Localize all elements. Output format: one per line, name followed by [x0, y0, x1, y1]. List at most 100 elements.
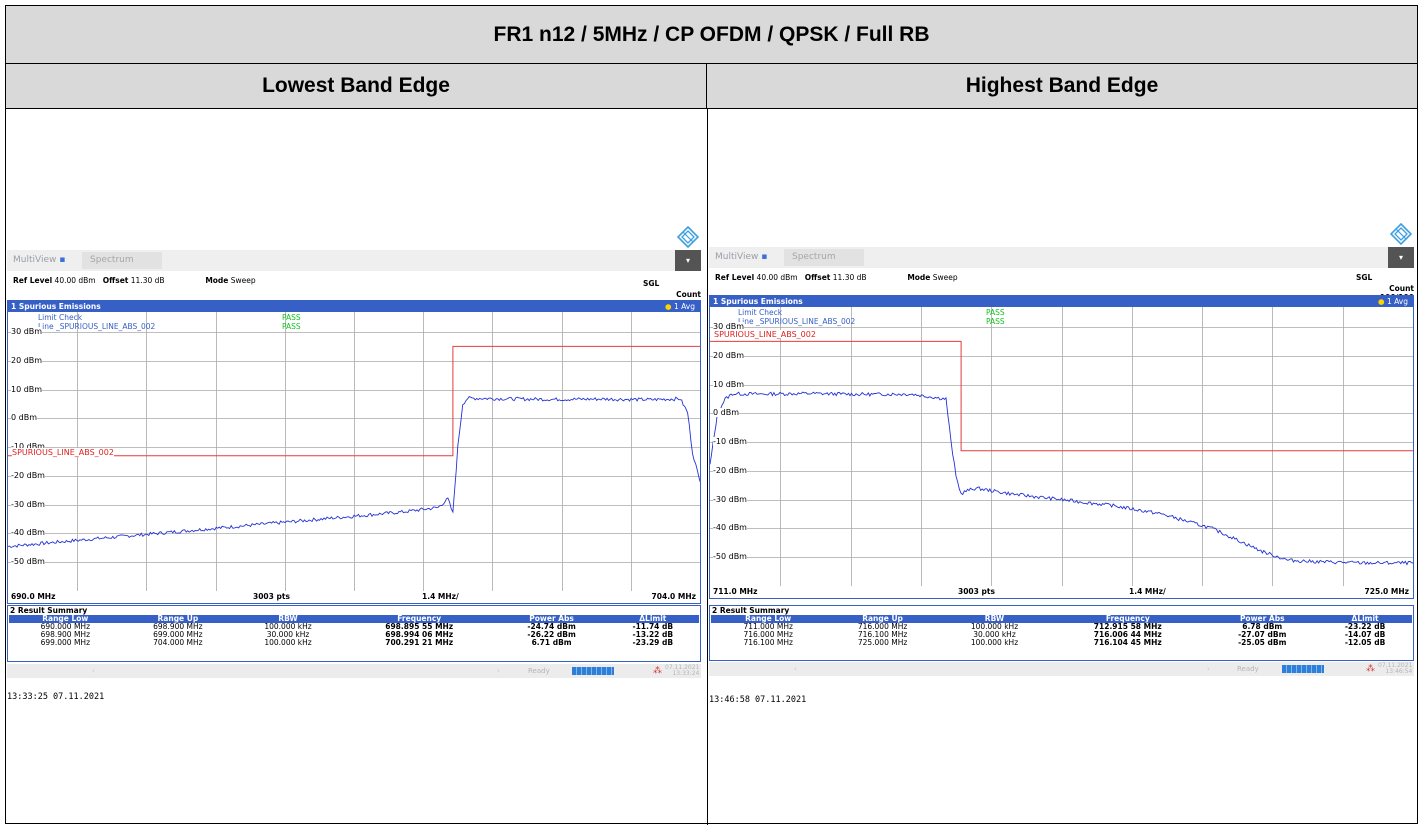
trace-indicator-icon: ●: [1378, 297, 1385, 306]
points-count: 3003 pts: [253, 592, 290, 601]
result-summary-title: 2 Result Summary: [8, 606, 700, 615]
spectrum-tab[interactable]: Spectrum: [82, 252, 162, 269]
table-cell: 716.100 MHz: [857, 630, 908, 639]
trace-indicator-icon: ●: [665, 302, 672, 311]
result-summary-table: Range Low Range Up RBW Frequency Power Abs ΔL…: [711, 615, 1412, 647]
dropdown-button[interactable]: ▾: [1388, 247, 1414, 268]
x-start: 711.0 MHz: [713, 587, 758, 596]
table-cell: -23.29 dB: [632, 638, 674, 647]
table-row: 698.900 MHz 699.000 MHz 30.000 kHz 698.994 …: [9, 631, 699, 639]
span-per-div: 1.4 MHz/: [1129, 587, 1166, 596]
y-tick-label: -20 dBm: [11, 470, 45, 480]
table-cell: -24.74 dBm: [527, 622, 576, 631]
window-title: 1 Spurious Emissions: [713, 297, 803, 306]
table-row: 711.000 MHz 716.000 MHz 100.000 kHz 712.915…: [711, 623, 1412, 631]
table-cell: 716.104 45 MHz: [1093, 638, 1162, 647]
table-cell: 698.994 06 MHz: [385, 630, 454, 639]
spectrum-trace: [710, 391, 1413, 566]
column-header: RBW: [234, 615, 342, 623]
y-tick-label: 30 dBm: [11, 327, 43, 336]
table-cell: 690.000 MHz: [40, 622, 91, 631]
spectrum-tab[interactable]: Spectrum: [784, 249, 864, 266]
y-tick-label: -30 dBm: [713, 494, 747, 504]
limit-line-name: SPURIOUS_LINE_ABS_002: [714, 330, 816, 339]
y-tick-label: -30 dBm: [11, 499, 45, 509]
multiview-bar: MultiView ▪ Spectrum ▾: [709, 247, 1414, 268]
limit-check-status: PASS: [986, 308, 1005, 317]
y-tick-label: -40 dBm: [713, 523, 747, 533]
multiview-indicator-icon: ▪: [59, 255, 66, 265]
y-tick-label: -40 dBm: [11, 528, 45, 538]
x-stop: 704.0 MHz: [651, 592, 696, 601]
sgl-label: SGL: [643, 279, 660, 288]
table-cell: 711.000 MHz: [743, 622, 793, 631]
table-cell: 100.000 kHz: [264, 622, 312, 631]
column-divider: [707, 109, 708, 825]
status-ready: Ready: [528, 667, 550, 675]
table-cell: -25.05 dBm: [1238, 638, 1287, 647]
mode-label: Mode: [907, 273, 931, 282]
y-tick-label: -50 dBm: [11, 557, 45, 567]
spectrum-trace: [8, 396, 700, 549]
table-cell: 698.900 MHz: [40, 630, 91, 639]
multiview-label[interactable]: MultiView: [13, 255, 57, 265]
scroll-mark-icon: ‹: [794, 665, 797, 673]
window-title: 1 Spurious Emissions: [11, 302, 101, 311]
table-cell: 716.000 MHz: [743, 630, 793, 639]
table-cell: 725.000 MHz: [857, 638, 908, 647]
limit-line-label: Line _SPURIOUS_LINE_ABS_002: [738, 317, 856, 326]
avg-label: 1 Avg: [673, 302, 695, 311]
mode-value: Sweep: [230, 276, 256, 285]
table-cell: 716.000 MHz: [857, 622, 908, 631]
status-ready: Ready: [1237, 665, 1259, 673]
mode-label: Mode: [205, 276, 229, 285]
spectrum-plot-window[interactable]: 1 Spurious Emissions ● 1 Avg Limit Check…: [709, 295, 1414, 599]
column-header: Range Up: [121, 615, 235, 623]
scroll-mark-icon: ‹: [92, 667, 95, 675]
table-cell: -14.07 dB: [1344, 630, 1386, 639]
sweep-progress-bar: [572, 667, 614, 675]
mode-value: Sweep: [932, 273, 958, 282]
ref-level-info: Ref Level 40.00 dBm Offset 11.30 dB Mode…: [13, 276, 256, 285]
table-row: 716.000 MHz 716.100 MHz 30.000 kHz 716.006 …: [711, 631, 1412, 639]
table-cell: 716.100 MHz: [743, 638, 793, 647]
column-header: Range Up: [825, 615, 940, 623]
sweep-progress-bar: [1282, 665, 1324, 673]
table-cell: 712.915 58 MHz: [1093, 622, 1162, 631]
left-analyzer-screenshot: MultiView ▪ Spectrum ▾ Ref Level 40.00 d…: [7, 226, 701, 726]
limit-check-label: Limit Check: [38, 313, 83, 322]
multiview-label[interactable]: MultiView: [715, 252, 759, 262]
offset-value: 11.30 dB: [832, 273, 867, 282]
dropdown-button[interactable]: ▾: [675, 250, 701, 271]
result-summary-title: 2 Result Summary: [710, 606, 1413, 615]
table-cell: 100.000 kHz: [264, 638, 312, 647]
ref-level-label: Ref Level: [13, 276, 53, 285]
status-bar: ‹ › Ready ⁂ 07.11.2021 13:46:54: [709, 662, 1414, 676]
status-datetime: 07.11.2021 13:33:24: [665, 664, 700, 677]
table-title: FR1 n12 / 5MHz / CP OFDM / QPSK / Full R…: [6, 6, 1417, 64]
multiview-indicator-icon: ▪: [761, 252, 768, 262]
table-row: 690.000 MHz 698.900 MHz 100.000 kHz 698.895…: [9, 623, 699, 631]
span-per-div: 1.4 MHz/: [422, 592, 459, 601]
table-cell: 30.000 kHz: [266, 630, 310, 639]
result-summary-window[interactable]: 2 Result Summary Range Low Range Up RBW Fre…: [709, 605, 1414, 661]
result-summary-window[interactable]: 2 Result Summary Range Low Range Up RBW Fre…: [7, 605, 701, 662]
offset-label: Offset: [102, 276, 129, 285]
table-cell: -26.22 dBm: [527, 630, 576, 639]
offset-value: 11.30 dB: [130, 276, 165, 285]
ref-level-label: Ref Level: [715, 273, 755, 282]
chevron-down-icon: ▾: [685, 256, 690, 265]
avg-label: 1 Avg: [1386, 297, 1408, 306]
spectrum-plot-window[interactable]: 1 Spurious Emissions ● 1 Avg Limit Check…: [7, 300, 701, 604]
network-icon: ⁂: [653, 666, 662, 676]
spectrum-trace-chart: [8, 312, 700, 591]
ref-level-info: Ref Level 40.00 dBm Offset 11.30 dB Mode…: [715, 273, 958, 282]
table-cell: 100.000 kHz: [970, 638, 1019, 647]
table-cell: 698.900 MHz: [153, 622, 203, 631]
left-column-header: Lowest Band Edge: [6, 64, 707, 109]
status-bar: ‹ › Ready ⁂ 07.11.2021 13:33:24: [7, 664, 701, 678]
limit-line-label: Line _SPURIOUS_LINE_ABS_002: [38, 322, 156, 331]
x-stop: 725.0 MHz: [1364, 587, 1409, 596]
rohde-schwarz-logo-icon: [1390, 223, 1412, 245]
limit-check-label: Limit Check: [738, 308, 783, 317]
